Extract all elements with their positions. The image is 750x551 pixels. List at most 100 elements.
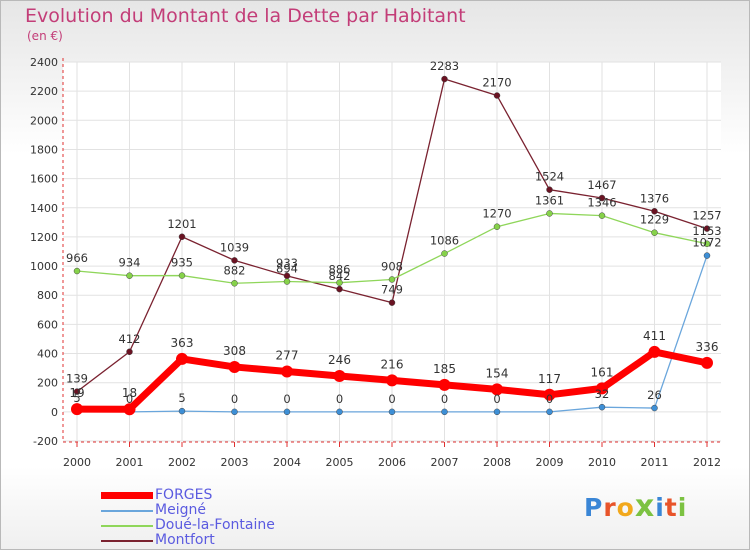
- x-tick-label: 2008: [483, 456, 511, 469]
- series-point: [336, 285, 343, 293]
- y-tick-label: 2200: [30, 85, 58, 98]
- series-point: [336, 279, 343, 286]
- series-point: [651, 404, 658, 412]
- y-tick-label: 2400: [30, 56, 58, 69]
- x-tick-label: 2007: [431, 456, 459, 469]
- data-label: 0: [493, 392, 500, 406]
- series-point: [333, 369, 346, 382]
- data-label: 216: [381, 357, 404, 371]
- data-label: 185: [433, 362, 456, 376]
- series-point: [231, 408, 238, 416]
- data-label: 412: [119, 332, 141, 346]
- data-label: 0: [388, 392, 395, 406]
- brand-letter: r: [603, 493, 617, 522]
- data-label: 1361: [535, 193, 564, 207]
- data-label: 363: [171, 336, 194, 350]
- series-point: [651, 208, 658, 215]
- data-label: 749: [381, 283, 403, 297]
- brand-logo: Proxiti: [584, 489, 687, 524]
- data-label: 0: [336, 392, 343, 406]
- x-tick-label: 2009: [536, 456, 564, 469]
- series-point: [493, 223, 501, 230]
- series-point: [491, 383, 503, 396]
- y-tick-label: 0: [51, 406, 58, 419]
- chart-unit: (en €): [27, 29, 63, 43]
- series-point: [546, 408, 553, 416]
- data-label: 1257: [692, 209, 721, 223]
- y-tick-label: 1400: [30, 202, 58, 215]
- data-label: 1524: [535, 170, 564, 184]
- brand-letter: t: [664, 493, 678, 522]
- series-point: [281, 365, 293, 378]
- data-label: 2283: [430, 59, 459, 73]
- data-label: 0: [546, 392, 553, 406]
- series-point: [178, 407, 186, 415]
- data-label: 18: [122, 386, 137, 400]
- data-label: 933: [276, 256, 298, 270]
- data-label: 966: [66, 251, 88, 265]
- data-label: 308: [223, 344, 246, 358]
- series-point: [73, 388, 81, 395]
- data-label: 411: [643, 329, 666, 343]
- series-point: [178, 233, 186, 241]
- series-point: [178, 272, 186, 279]
- data-label: 934: [119, 256, 141, 270]
- x-tick-label: 2011: [641, 456, 669, 469]
- series-point: [126, 272, 133, 279]
- y-tick-label: 400: [37, 348, 58, 361]
- data-label: 1072: [692, 236, 721, 250]
- series-point: [388, 276, 396, 283]
- legend-swatch: [101, 492, 153, 499]
- series-point: [598, 403, 606, 411]
- series-point: [123, 403, 136, 416]
- series-point: [546, 210, 553, 217]
- series-point: [703, 240, 711, 248]
- series-point: [543, 388, 556, 401]
- data-label: 1039: [220, 240, 249, 254]
- data-label: 5: [178, 391, 185, 405]
- series-point: [388, 299, 396, 306]
- series-point: [231, 257, 238, 264]
- data-label: 2170: [482, 76, 511, 90]
- data-label: 0: [283, 392, 290, 406]
- series-point: [386, 374, 398, 387]
- data-label: 0: [441, 392, 448, 406]
- series-point: [596, 382, 608, 395]
- y-tick-label: 200: [37, 377, 58, 390]
- x-tick-label: 2001: [116, 456, 144, 469]
- legend-label: FORGES: [155, 487, 213, 503]
- series-point: [441, 75, 448, 83]
- data-label: 5: [73, 391, 80, 405]
- y-tick-label: 1000: [30, 260, 58, 273]
- data-label: 1201: [167, 217, 196, 231]
- series-point: [493, 92, 501, 99]
- data-label: 154: [486, 366, 509, 380]
- data-label: 161: [591, 365, 614, 379]
- data-label: 1270: [482, 207, 511, 221]
- data-label: 882: [224, 263, 246, 277]
- series-point: [546, 186, 553, 193]
- data-label: 1467: [587, 178, 616, 192]
- x-tick-label: 2000: [63, 456, 91, 469]
- brand-letter: o: [616, 493, 635, 522]
- brand-letter: i: [677, 493, 688, 522]
- data-label: 117: [538, 372, 561, 386]
- data-label: 1376: [640, 191, 669, 205]
- y-tick-label: 1200: [30, 231, 58, 244]
- series-point: [493, 408, 501, 416]
- chart-title: Evolution du Montant de la Dette par Hab…: [25, 5, 466, 27]
- data-label: 139: [66, 372, 88, 386]
- data-label: 842: [329, 269, 351, 283]
- data-label: 32: [595, 387, 610, 401]
- series-point: [388, 408, 396, 416]
- data-label: 19: [69, 386, 84, 400]
- x-tick-label: 2002: [168, 456, 196, 469]
- y-tick-label: 600: [37, 318, 58, 331]
- y-tick-label: 1800: [30, 143, 58, 156]
- y-tick-label: 1600: [30, 173, 58, 186]
- data-label: 1346: [587, 196, 616, 210]
- brand-letter: i: [655, 493, 665, 522]
- series-point: [441, 408, 448, 416]
